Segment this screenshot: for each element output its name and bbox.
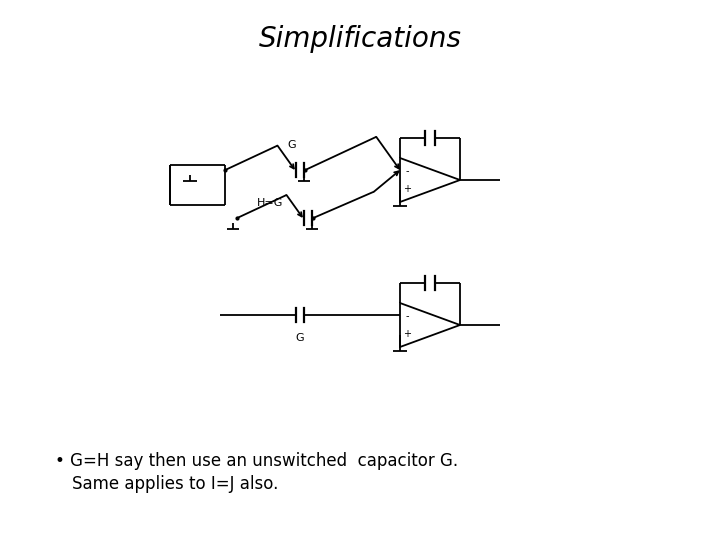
- Text: -: -: [405, 166, 409, 176]
- Text: -: -: [405, 311, 409, 321]
- Text: Simplifications: Simplifications: [258, 25, 462, 53]
- Text: Same applies to I=J also.: Same applies to I=J also.: [72, 475, 279, 493]
- Text: G: G: [296, 333, 305, 343]
- Text: H=G: H=G: [257, 198, 283, 208]
- Text: +: +: [403, 329, 411, 339]
- Text: +: +: [403, 184, 411, 194]
- Text: • G=H say then use an unswitched  capacitor G.: • G=H say then use an unswitched capacit…: [55, 452, 458, 470]
- Text: G: G: [288, 140, 297, 150]
